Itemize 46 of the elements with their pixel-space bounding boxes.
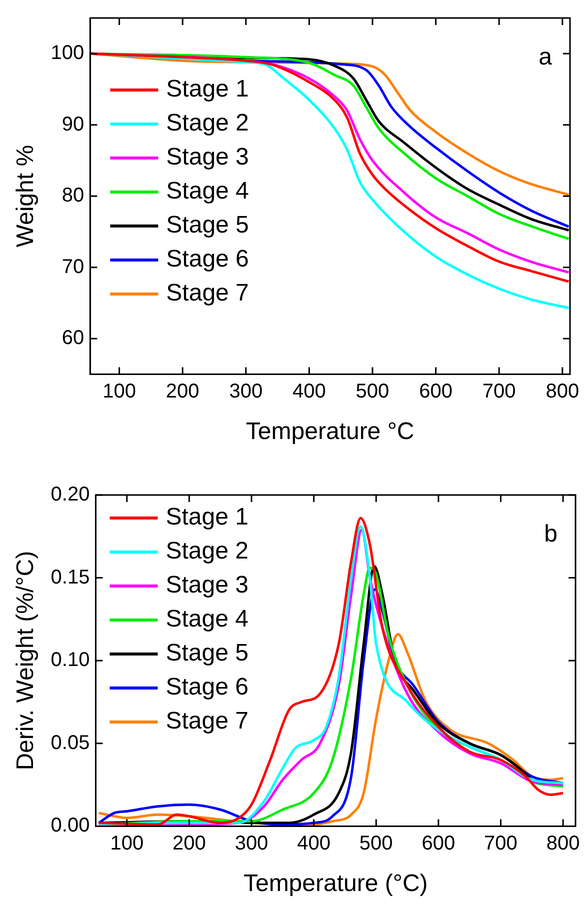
x-tick-label: 100 — [110, 832, 144, 855]
x-tick-label: 200 — [172, 832, 206, 855]
y-axis-title: Deriv. Weight (%/°C) — [12, 550, 40, 770]
legend-label: Stage 4 — [166, 178, 249, 205]
x-tick-label: 300 — [234, 832, 268, 855]
legend-label: Stage 2 — [166, 110, 249, 137]
y-tick-label: 100 — [50, 42, 84, 64]
y-tick-label: 0.20 — [50, 484, 90, 506]
legend-label: Stage 6 — [166, 246, 249, 273]
x-tick-label: 700 — [484, 832, 518, 855]
x-tick-label: 200 — [166, 380, 200, 403]
y-tick-label: 0.15 — [50, 566, 90, 588]
annotation: a — [538, 44, 553, 71]
annotation: b — [544, 520, 558, 548]
legend-label: Stage 2 — [166, 538, 248, 565]
legend-label: Stage 5 — [166, 212, 249, 239]
x-axis-title: Temperature (°C) — [243, 870, 428, 898]
y-tick-label: 60 — [62, 327, 84, 350]
y-axis-title: Weight % — [12, 144, 40, 248]
x-tick-label: 800 — [546, 380, 580, 403]
x-tick-label: 400 — [297, 832, 330, 855]
x-tick-label: 500 — [359, 832, 393, 855]
legend-label: Stage 1 — [166, 504, 248, 531]
legend-label: Stage 3 — [166, 144, 249, 171]
y-tick-label: 0.05 — [50, 732, 90, 754]
x-tick-label: 600 — [419, 380, 452, 403]
y-tick-label: 80 — [62, 184, 84, 207]
x-tick-label: 100 — [102, 380, 136, 403]
x-tick-label: 300 — [229, 380, 263, 403]
legend-label: Stage 1 — [166, 76, 249, 103]
x-axis-title: Temperature °C — [246, 418, 414, 446]
legend-label: Stage 5 — [166, 640, 248, 667]
x-tick-label: 500 — [356, 380, 390, 403]
y-tick-label: 0.10 — [50, 649, 90, 672]
legend-label: Stage 3 — [166, 572, 248, 599]
legend-label: Stage 7 — [166, 708, 248, 735]
x-tick-label: 800 — [546, 832, 580, 855]
y-tick-label: 70 — [62, 256, 84, 278]
x-tick-label: 600 — [422, 832, 456, 855]
y-tick-label: 0.00 — [50, 814, 90, 837]
legend-label: Stage 6 — [166, 674, 248, 701]
legend-label: Stage 7 — [166, 280, 249, 307]
x-tick-label: 400 — [292, 380, 326, 403]
legend-label: Stage 4 — [166, 606, 248, 633]
x-tick-label: 700 — [482, 380, 516, 403]
y-tick-label: 90 — [62, 113, 84, 136]
